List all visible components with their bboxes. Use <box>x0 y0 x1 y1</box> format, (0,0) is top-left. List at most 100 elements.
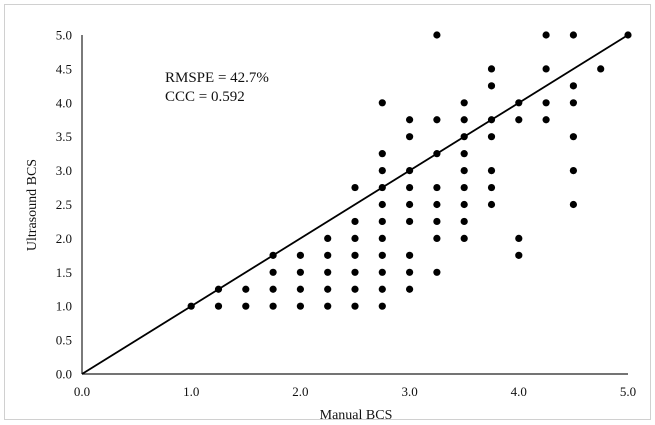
annotation-rmspe: RMSPE = 42.7% <box>165 70 269 86</box>
data-point <box>569 133 578 141</box>
data-point <box>406 183 414 192</box>
data-point <box>378 268 386 276</box>
data-point <box>460 150 468 158</box>
data-point <box>487 133 496 141</box>
x-tick-label: 5.0 <box>620 384 636 399</box>
annotation-ccc: CCC = 0.592 <box>165 89 245 105</box>
data-point <box>406 285 414 293</box>
data-point <box>460 200 468 209</box>
data-point <box>324 251 332 259</box>
data-point <box>269 285 277 293</box>
data-point <box>433 116 441 124</box>
data-point <box>324 234 332 242</box>
tick-labels: 0.0 1.0 2.0 3.0 4.0 5.0 0.0 0.5 1.0 1.5 2.0 2.5 3.0 3… <box>56 28 636 400</box>
data-point <box>460 234 468 242</box>
data-point <box>569 31 578 39</box>
data-point <box>269 302 277 310</box>
data-point <box>378 150 386 158</box>
y-tick-label: 5.0 <box>56 28 72 43</box>
y-tick-label: 0.5 <box>56 333 72 348</box>
data-point <box>487 167 496 175</box>
data-point <box>378 302 386 310</box>
data-point <box>351 302 359 310</box>
x-tick-label: 0.0 <box>74 384 90 399</box>
y-tick-label: 1.5 <box>56 265 72 280</box>
data-point <box>460 116 468 124</box>
data-point <box>378 99 386 107</box>
data-point <box>351 234 359 242</box>
data-point <box>406 268 414 276</box>
data-point <box>406 251 414 259</box>
data-point <box>378 251 386 259</box>
y-tick-label: 3.0 <box>56 163 72 178</box>
data-point <box>433 200 441 209</box>
data-point <box>569 200 578 209</box>
y-tick-label: 2.0 <box>56 231 72 246</box>
data-point <box>487 82 496 90</box>
data-point <box>406 217 414 226</box>
data-points <box>187 31 632 310</box>
data-point <box>515 234 523 242</box>
data-point <box>296 285 304 293</box>
data-point <box>378 200 386 209</box>
data-point <box>242 285 250 293</box>
y-tick-label: 2.5 <box>56 197 72 212</box>
data-point <box>624 31 632 39</box>
data-point <box>433 217 441 226</box>
data-point <box>597 65 605 73</box>
chart-frame <box>4 4 651 420</box>
data-point <box>515 116 523 124</box>
y-tick-label: 3.5 <box>56 129 72 144</box>
data-point <box>433 234 441 242</box>
data-point <box>487 116 496 124</box>
reference-line <box>81 34 629 375</box>
data-point <box>378 217 386 226</box>
data-point <box>433 31 441 39</box>
y-tick-label: 4.0 <box>56 95 72 110</box>
x-axis-title: Manual BCS <box>320 408 393 423</box>
data-point <box>569 99 578 107</box>
data-point <box>460 183 468 192</box>
data-point <box>406 133 414 141</box>
data-point <box>324 285 332 293</box>
data-point <box>460 99 468 107</box>
data-point <box>460 133 468 141</box>
data-point <box>378 285 386 293</box>
data-point <box>269 268 277 276</box>
data-point <box>324 268 332 276</box>
data-point <box>351 268 359 276</box>
y-axis-title: Ultrasound BCS <box>25 159 40 251</box>
data-point <box>351 251 359 259</box>
data-point <box>351 285 359 293</box>
x-tick-label: 2.0 <box>292 384 308 399</box>
data-point <box>378 167 386 175</box>
data-point <box>351 183 359 192</box>
data-point <box>406 200 414 209</box>
data-point <box>269 251 277 259</box>
data-point <box>542 116 550 124</box>
data-point <box>187 302 195 310</box>
data-point <box>433 268 441 276</box>
data-point <box>487 200 496 209</box>
y-tick-label: 4.5 <box>56 61 72 76</box>
data-point <box>460 217 468 226</box>
data-point <box>296 268 304 276</box>
data-point <box>515 99 523 107</box>
data-point <box>214 302 223 310</box>
y-tick-label: 0.0 <box>56 367 72 382</box>
data-point <box>433 183 441 192</box>
data-point <box>542 31 550 39</box>
data-point <box>242 302 250 310</box>
x-tick-label: 3.0 <box>401 384 417 399</box>
data-point <box>296 302 304 310</box>
data-point <box>351 217 359 226</box>
data-point <box>569 82 578 90</box>
x-tick-label: 4.0 <box>511 384 527 399</box>
data-point <box>569 167 578 175</box>
data-point <box>406 167 414 175</box>
data-point <box>378 234 386 242</box>
data-point <box>487 65 496 73</box>
data-point <box>460 167 468 175</box>
data-point <box>406 116 414 124</box>
